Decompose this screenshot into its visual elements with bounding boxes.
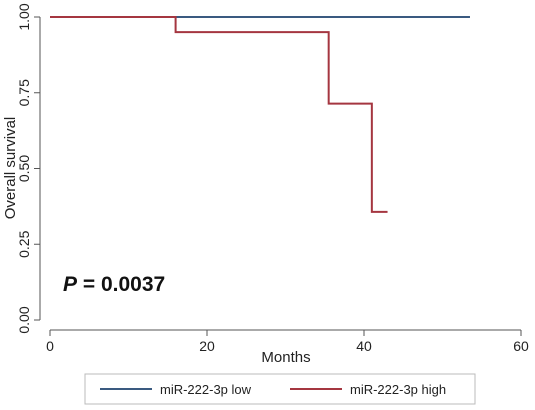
p-value-text: = 0.0037: [77, 273, 165, 296]
y-axis-ticks: 0.00 0.25 0.50 0.75 1.00: [16, 3, 40, 334]
x-tick-label: 0: [46, 338, 54, 354]
x-axis-title: Months: [261, 349, 310, 366]
y-tick-label: 0.00: [16, 306, 32, 333]
x-axis-ticks: 0 20 40 60: [46, 330, 529, 354]
series-layer: [50, 16, 470, 213]
y-tick-label: 0.75: [16, 79, 32, 106]
p-value-label: P: [63, 273, 78, 296]
x-tick-label: 40: [356, 338, 372, 354]
legend-box: [84, 373, 476, 405]
series-line-high: [50, 16, 388, 213]
y-tick-label: 1.00: [16, 3, 32, 30]
y-tick-label: 0.25: [16, 230, 32, 257]
y-tick-label: 0.50: [16, 155, 32, 182]
x-tick-label: 60: [513, 338, 529, 354]
y-axis-title: Overall survival: [2, 117, 19, 220]
x-tick-label: 20: [199, 338, 215, 354]
p-value-annotation: P = 0.0037: [63, 273, 165, 296]
legend-label: miR-222-3p high: [350, 382, 446, 397]
legend-label: miR-222-3p low: [160, 382, 252, 397]
legend: miR-222-3p low miR-222-3p high: [100, 382, 446, 397]
